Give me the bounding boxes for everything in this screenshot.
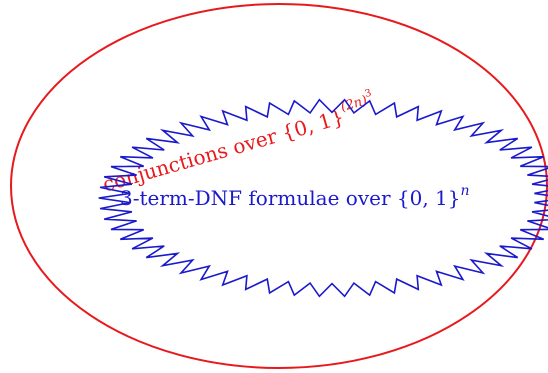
inner-set-zigzag-boundary xyxy=(98,98,548,298)
outer-set-label-group: conjunctions over {0, 1}(2n)3 xyxy=(98,88,379,197)
outer-set-exponent-base: (2n) xyxy=(339,93,369,115)
inner-set-label-text: 3-term-DNF formulae over {0, 1} xyxy=(120,186,460,210)
outer-set-exponent-power: 3 xyxy=(364,88,373,100)
inner-set-label: 3-term-DNF formulae over {0, 1}n xyxy=(120,183,470,210)
inner-set-exponent: n xyxy=(460,183,469,199)
outer-set-label: conjunctions over {0, 1}(2n)3 xyxy=(98,88,379,197)
